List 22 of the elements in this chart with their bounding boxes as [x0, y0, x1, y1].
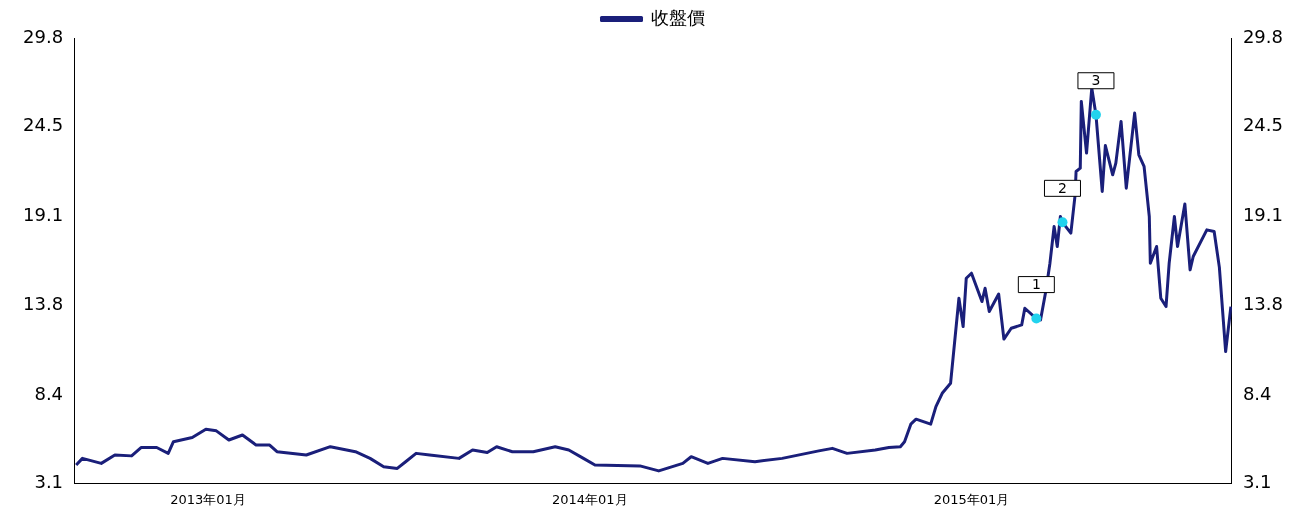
- x-tick-label: 2015年01月: [933, 491, 1010, 507]
- y-tick-label: 8.4: [34, 382, 64, 404]
- point: [1031, 313, 1042, 324]
- y2-tick-label: 3.1: [1242, 471, 1272, 493]
- y-tick-label: 13.8: [23, 292, 64, 314]
- y-tick-label: 24.5: [23, 114, 64, 136]
- point: [1090, 109, 1101, 120]
- x-tick-label: 2014年01月: [551, 491, 628, 507]
- annotation: 3: [1091, 72, 1101, 89]
- x-tick-label: 2013年01月: [170, 491, 246, 507]
- y2-tick-label: 19.1: [1242, 204, 1283, 226]
- y-tick-label: 29.8: [23, 25, 64, 47]
- y2-tick-label: 13.8: [1242, 292, 1283, 314]
- y2-tick-label: 8.4: [1242, 382, 1272, 404]
- annotation: 1: [1031, 276, 1041, 293]
- legend-label: 收盤價: [650, 6, 705, 28]
- y-tick-label: 3.1: [34, 471, 64, 493]
- point: [1057, 217, 1068, 228]
- y2-tick-label: 29.8: [1242, 25, 1283, 47]
- annotation: 2: [1058, 179, 1067, 196]
- y-tick-label: 19.1: [23, 204, 64, 226]
- y2-tick-label: 24.5: [1242, 114, 1283, 136]
